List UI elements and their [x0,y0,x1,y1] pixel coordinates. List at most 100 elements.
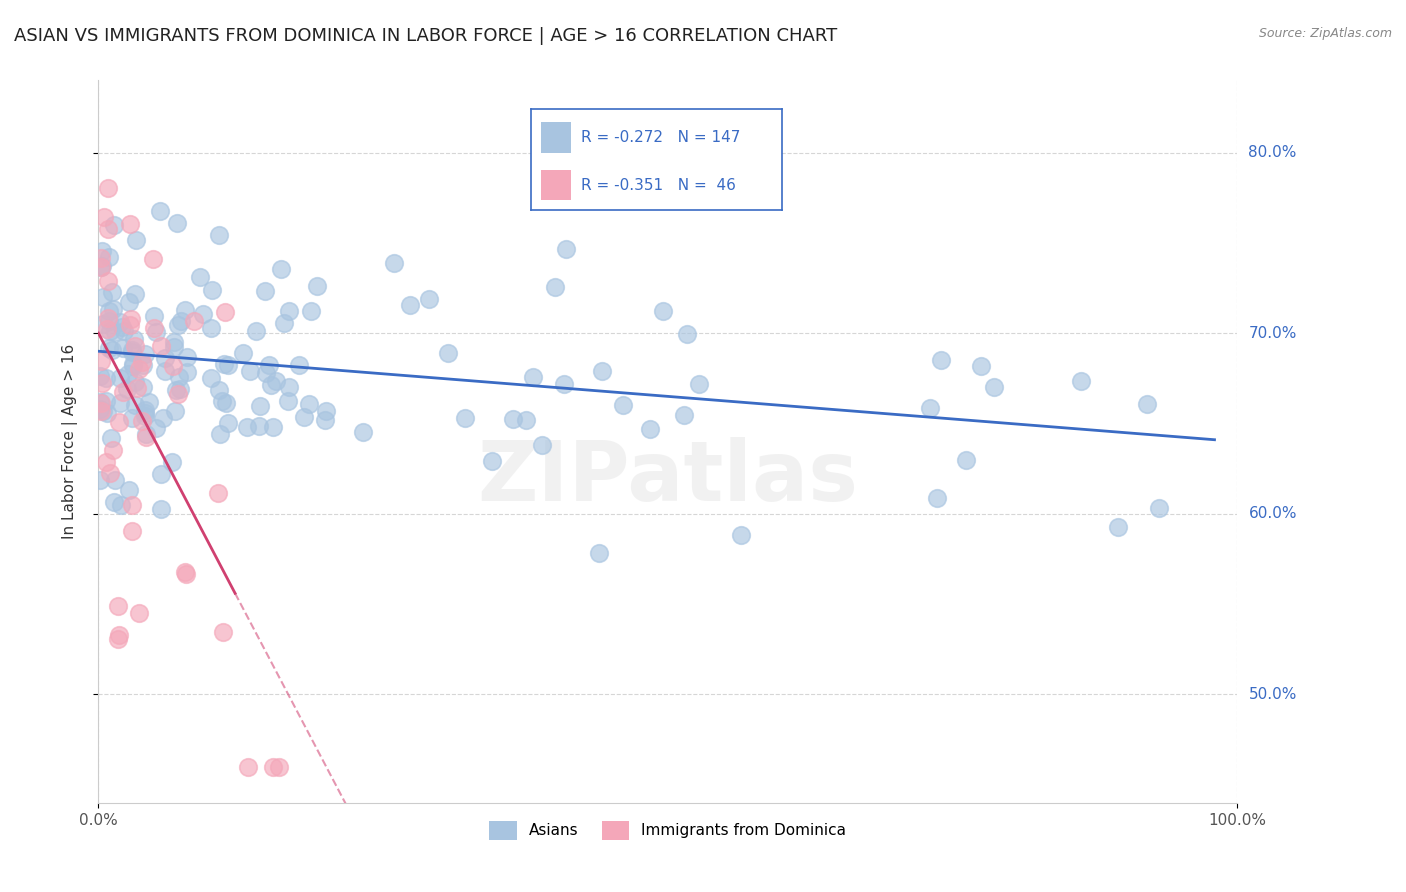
Point [91,317,114,331]
Point [236,420,259,434]
Point [200,371,222,385]
Point [97,310,120,325]
Point [454,411,477,425]
Point [174,302,197,317]
Point [98,304,121,318]
Point [142,252,165,266]
Point [399,298,422,312]
Point [97,341,120,355]
Point [673,408,696,422]
Point [96,371,118,385]
Text: 70.0%: 70.0% [1249,326,1296,341]
Point [162,359,184,374]
Point [247,419,270,434]
Point [115,383,138,397]
Point [208,426,231,441]
Point [208,227,231,242]
Point [90,396,112,410]
Point [132,358,155,372]
Point [214,305,236,319]
Point [121,410,143,425]
Point [215,396,238,410]
Point [89,401,111,416]
Point [134,347,156,361]
Point [176,365,198,379]
Point [166,216,188,230]
Point [128,362,150,376]
Point [125,233,148,247]
Point [103,495,125,509]
Point [299,304,322,318]
Point [152,410,174,425]
Point [211,393,233,408]
Point [588,546,610,560]
Point [277,393,299,408]
Point [191,307,214,321]
Point [155,364,177,378]
Point [108,371,131,385]
Point [929,352,952,367]
Point [502,412,524,426]
Point [543,280,565,294]
Point [515,413,537,427]
Point [132,380,155,394]
Point [925,491,948,506]
Point [212,625,235,640]
Point [111,341,134,355]
Point [97,274,120,288]
Point [100,285,122,300]
Point [135,427,157,442]
Text: 80.0%: 80.0% [1249,145,1296,160]
Point [110,315,132,329]
Point [103,301,125,316]
Point [145,326,167,340]
Point [522,369,544,384]
Point [652,304,675,318]
Point [110,498,132,512]
Point [97,180,120,194]
Point [257,358,280,372]
Point [920,401,942,415]
Point [260,377,283,392]
Point [307,278,329,293]
Point [418,292,440,306]
Point [269,760,291,774]
Point [118,483,141,497]
Point [983,380,1005,394]
Point [531,438,554,452]
Point [315,404,337,418]
Point [292,410,315,425]
Point [200,283,222,297]
Point [94,394,117,409]
Point [91,376,114,391]
Point [297,397,319,411]
Point [955,453,977,467]
Point [121,498,143,512]
Point [155,351,177,365]
Point [112,384,135,399]
Point [124,339,146,353]
Point [103,219,125,233]
Point [89,368,111,383]
Point [166,386,188,401]
Point [481,454,503,468]
Point [90,260,112,275]
Point [101,443,124,458]
Point [107,632,129,646]
Point [89,473,111,487]
Point [688,376,710,391]
Point [277,303,299,318]
Point [1136,397,1159,411]
Point [436,346,458,360]
Point [91,290,114,304]
Point [149,203,172,218]
Point [173,565,195,579]
Point [555,242,578,256]
Point [277,380,299,394]
Point [107,415,129,429]
Point [90,252,112,266]
Point [266,374,288,388]
Text: Source: ZipAtlas.com: Source: ZipAtlas.com [1258,27,1392,40]
Point [1107,520,1129,534]
Point [352,425,374,439]
